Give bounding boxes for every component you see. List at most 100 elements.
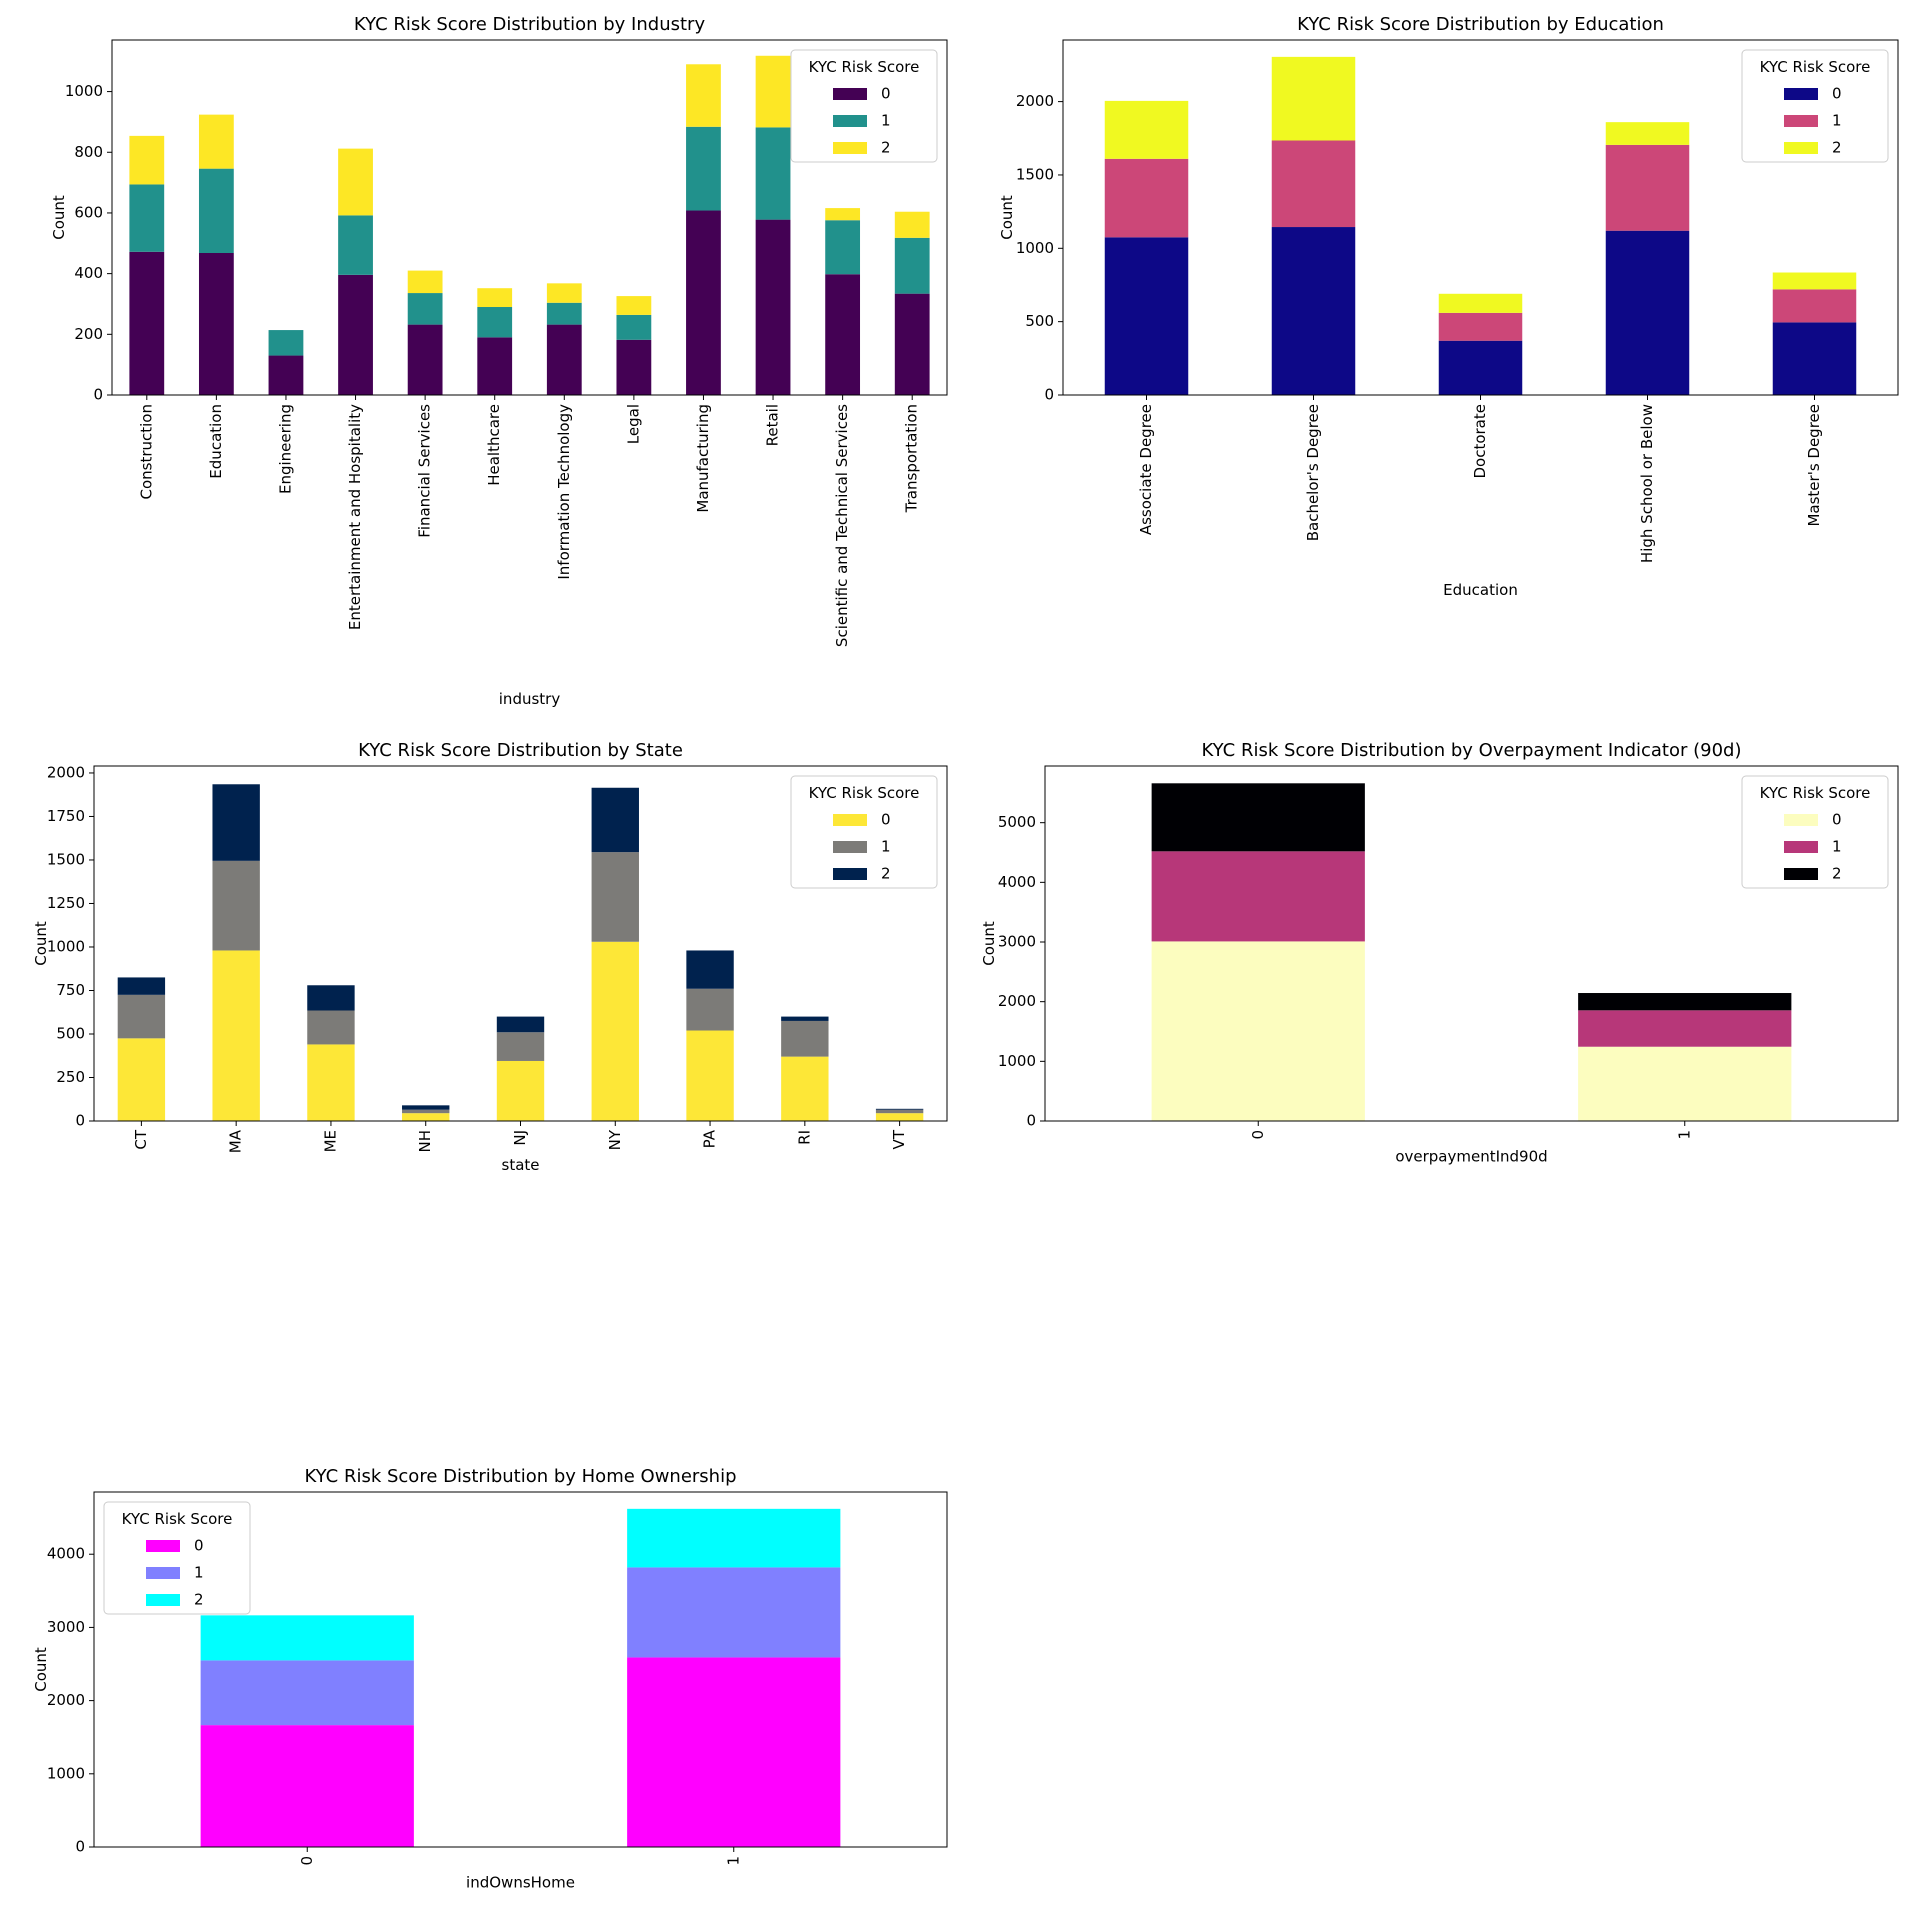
legend-swatch bbox=[1784, 142, 1818, 154]
bar-segment bbox=[686, 988, 734, 1031]
bar-segment bbox=[407, 324, 443, 395]
y-tick-label: 4000 bbox=[998, 873, 1036, 891]
bar-segment bbox=[1772, 322, 1857, 395]
bar-segment bbox=[477, 337, 513, 395]
legend-label: 2 bbox=[194, 1591, 204, 1609]
y-tick-label: 0 bbox=[75, 1112, 85, 1130]
bar-segment bbox=[407, 293, 443, 325]
x-tick-label: Retail bbox=[764, 404, 782, 446]
x-tick-label: NY bbox=[606, 1129, 624, 1150]
bar-segment bbox=[338, 215, 373, 275]
legend-label: 0 bbox=[194, 1537, 204, 1555]
legend-title: KYC Risk Score bbox=[1760, 784, 1871, 802]
bar-segment bbox=[1104, 100, 1189, 159]
y-tick-label: 500 bbox=[56, 1024, 85, 1042]
chart-title: KYC Risk Score Distribution by State bbox=[358, 740, 683, 761]
x-tick-label: Doctorate bbox=[1471, 404, 1489, 479]
bar-segment bbox=[825, 274, 861, 395]
legend-title: KYC Risk Score bbox=[809, 58, 920, 76]
legend-label: 1 bbox=[881, 838, 891, 856]
bar-segment bbox=[212, 860, 260, 951]
legend-title: KYC Risk Score bbox=[809, 784, 920, 802]
bar-segment bbox=[307, 1010, 355, 1045]
legend-box bbox=[790, 775, 938, 889]
bar-segment bbox=[402, 1105, 450, 1110]
bar-segment bbox=[117, 994, 166, 1039]
bar-segment bbox=[496, 1032, 545, 1061]
bar-segment bbox=[117, 977, 166, 995]
x-tick-label: Financial Services bbox=[416, 404, 434, 538]
bar-segment bbox=[1772, 272, 1857, 290]
y-tick-label: 1000 bbox=[47, 937, 85, 955]
y-tick-label: 2000 bbox=[1016, 92, 1054, 110]
axes-frame bbox=[93, 1491, 948, 1848]
y-tick-label: 1000 bbox=[65, 82, 103, 100]
x-tick-label: Education bbox=[207, 404, 225, 479]
bar-segment bbox=[1151, 851, 1365, 942]
x-tick-label: Legal bbox=[624, 404, 642, 444]
y-tick-label: 0 bbox=[93, 386, 103, 404]
bar-segment bbox=[1151, 783, 1365, 852]
y-axis-label: Count bbox=[32, 1647, 50, 1692]
bar-segment bbox=[591, 852, 639, 942]
bar-segment bbox=[591, 787, 639, 853]
chart-1: Construction Education Engineering Entertai… bbox=[50, 14, 948, 708]
y-tick-label: 1000 bbox=[1016, 239, 1054, 257]
y-tick-label: 0 bbox=[1026, 1112, 1036, 1130]
axes-frame bbox=[93, 765, 948, 1122]
legend-label: 1 bbox=[881, 112, 891, 130]
x-tick-label: VT bbox=[890, 1129, 908, 1149]
bar-segment bbox=[402, 1109, 450, 1114]
bar-segment bbox=[894, 237, 930, 294]
legend-title: KYC Risk Score bbox=[1760, 58, 1871, 76]
bar-segment bbox=[875, 1113, 924, 1121]
bar-segment bbox=[894, 211, 930, 238]
legend-label: 2 bbox=[1832, 865, 1842, 883]
bar-segment bbox=[686, 126, 721, 211]
legend-swatch bbox=[833, 88, 867, 100]
axes-frame bbox=[111, 39, 948, 396]
bar-segment bbox=[755, 55, 791, 128]
legend-box bbox=[103, 1501, 251, 1615]
y-tick-label: 750 bbox=[56, 981, 85, 999]
legend-label: 2 bbox=[881, 865, 891, 883]
y-tick-label: 2000 bbox=[998, 992, 1036, 1010]
bar-segment bbox=[686, 210, 721, 395]
y-tick-label: 0 bbox=[1044, 386, 1054, 404]
legend-swatch bbox=[1784, 814, 1818, 826]
legend: KYC Risk Score 0 1 2 bbox=[1741, 775, 1889, 889]
y-tick-label: 200 bbox=[74, 325, 103, 343]
x-tick-label: Bachelor's Degree bbox=[1304, 404, 1322, 541]
legend: KYC Risk Score 0 1 2 bbox=[790, 49, 938, 163]
bar-segment bbox=[407, 270, 443, 294]
x-tick-label: Transportation bbox=[903, 404, 921, 513]
x-tick-label: MA bbox=[227, 1129, 245, 1153]
y-axis-label: Count bbox=[32, 921, 50, 966]
x-tick-label: 1 bbox=[724, 1856, 742, 1866]
axes-frame bbox=[1062, 39, 1899, 396]
y-tick-label: 2000 bbox=[47, 1691, 85, 1709]
bar-segment bbox=[616, 314, 652, 340]
legend-label: 2 bbox=[1832, 139, 1842, 157]
bar-segment bbox=[307, 1044, 355, 1121]
legend-swatch bbox=[1784, 88, 1818, 100]
y-tick-label: 1750 bbox=[47, 807, 85, 825]
x-tick-label: Entertainment and Hospitality bbox=[346, 404, 364, 630]
bar-segment bbox=[198, 168, 234, 253]
x-axis-label: industry bbox=[499, 690, 561, 708]
bar-segment bbox=[268, 330, 304, 356]
legend-box bbox=[790, 49, 938, 163]
bar-segment bbox=[1271, 56, 1356, 141]
y-tick-label: 3000 bbox=[998, 933, 1036, 951]
legend-label: 0 bbox=[881, 85, 891, 103]
x-tick-label: CT bbox=[132, 1129, 150, 1149]
y-tick-label: 2000 bbox=[47, 763, 85, 781]
x-tick-label: Engineering bbox=[276, 404, 294, 494]
x-tick-label: ME bbox=[321, 1130, 339, 1152]
x-axis-label: state bbox=[502, 1156, 540, 1174]
y-tick-label: 5000 bbox=[998, 813, 1036, 831]
y-tick-label: 4000 bbox=[47, 1545, 85, 1563]
bar-segment bbox=[627, 1657, 841, 1847]
bar-segment bbox=[268, 355, 304, 395]
